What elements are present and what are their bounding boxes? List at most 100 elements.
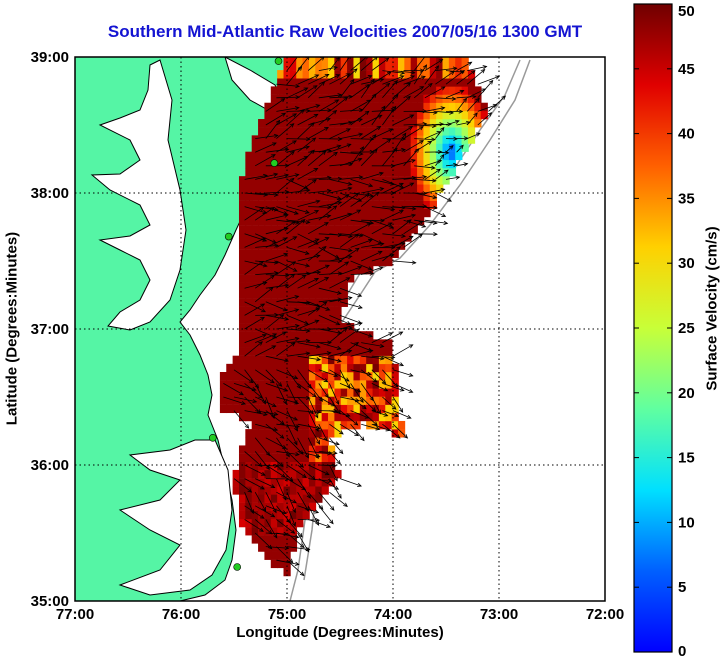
velocity-arrow xyxy=(435,70,455,85)
station-marker xyxy=(224,232,233,241)
velocity-cell xyxy=(258,119,266,128)
velocity-arrow xyxy=(318,505,334,524)
velocity-cell xyxy=(245,168,253,177)
velocity-cell xyxy=(226,372,234,381)
velocity-arrow xyxy=(360,78,375,99)
velocity-arrow xyxy=(360,93,377,112)
velocity-cell xyxy=(359,363,368,373)
velocity-cell xyxy=(264,184,272,193)
velocity-cell xyxy=(321,78,329,87)
velocity-cell xyxy=(258,543,266,552)
velocity-arrow-head xyxy=(390,245,396,250)
velocity-cell xyxy=(378,70,387,79)
velocity-cell xyxy=(423,110,431,120)
velocity-cell xyxy=(372,135,380,144)
velocity-cell xyxy=(353,57,361,63)
velocity-cell xyxy=(328,233,336,242)
velocity-arrow xyxy=(361,423,380,430)
velocity-arrow xyxy=(392,410,411,419)
velocity-cell xyxy=(410,78,418,87)
velocity-arrow xyxy=(265,423,285,439)
velocity-cell xyxy=(283,176,291,185)
velocity-cell xyxy=(251,494,259,503)
velocity-cell xyxy=(391,184,399,193)
velocity-arrow xyxy=(371,71,392,85)
velocity-arrow-head xyxy=(443,220,449,225)
velocity-cell xyxy=(334,208,342,218)
velocity-cell xyxy=(296,429,304,438)
velocity-cell xyxy=(289,494,298,503)
velocity-arrow-head xyxy=(332,109,338,115)
velocity-cell xyxy=(391,151,399,161)
velocity-arrow-head xyxy=(368,333,373,338)
velocity-cell xyxy=(238,290,247,299)
velocity-cell xyxy=(251,135,259,144)
velocity-cell xyxy=(353,86,361,95)
velocity-cell xyxy=(353,404,361,414)
velocity-arrow xyxy=(329,163,353,167)
velocity-arrow-head xyxy=(348,120,353,125)
velocity-arrow-head xyxy=(487,112,493,117)
velocity-arrow xyxy=(297,122,315,139)
velocity-cell xyxy=(397,192,406,201)
velocity-cell xyxy=(264,469,272,479)
velocity-arrow-head xyxy=(295,424,300,429)
velocity-cell xyxy=(334,184,342,193)
colorbar-tick-label: 45 xyxy=(678,61,695,78)
velocity-cell xyxy=(283,478,291,487)
velocity-cell xyxy=(410,119,418,128)
velocity-cell xyxy=(353,331,361,340)
velocity-cell xyxy=(366,347,374,356)
velocity-cell xyxy=(353,208,361,218)
velocity-cell xyxy=(410,57,418,63)
velocity-cell xyxy=(238,208,247,218)
velocity-cell xyxy=(238,396,247,405)
velocity-cell xyxy=(417,208,425,218)
velocity-cell xyxy=(347,110,355,120)
velocity-cell xyxy=(226,404,234,414)
velocity-arrow-head xyxy=(357,265,363,270)
velocity-arrow-head xyxy=(284,316,290,321)
velocity-arrow-head xyxy=(260,316,265,321)
velocity-cell xyxy=(372,70,380,79)
velocity-cell xyxy=(359,380,368,389)
velocity-arrow-head xyxy=(305,351,311,356)
velocity-arrow-head xyxy=(454,119,460,124)
velocity-cell xyxy=(270,119,278,128)
velocity-cell xyxy=(321,168,329,177)
velocity-cell xyxy=(474,102,482,112)
velocity-cell xyxy=(238,265,247,275)
velocity-cell xyxy=(315,274,323,283)
velocity-arrow xyxy=(286,532,305,548)
velocity-cell xyxy=(277,420,285,430)
velocity-arrow xyxy=(297,369,312,389)
velocity-cell xyxy=(334,412,342,422)
velocity-arrow xyxy=(329,451,341,465)
velocity-cell xyxy=(226,380,234,389)
velocity-arrow xyxy=(339,209,361,221)
velocity-cell xyxy=(385,200,393,210)
velocity-cell xyxy=(366,61,374,71)
velocity-arrow-head xyxy=(294,400,300,405)
velocity-cell xyxy=(366,176,374,185)
velocity-cell xyxy=(245,225,253,234)
velocity-arrow xyxy=(265,355,289,362)
velocity-arrow xyxy=(244,410,268,416)
velocity-cell xyxy=(397,151,406,161)
velocity-arrow-head xyxy=(403,434,409,439)
velocity-cell xyxy=(264,110,272,120)
velocity-arrow xyxy=(361,266,383,275)
velocity-arrow xyxy=(286,66,302,85)
velocity-arrow-head xyxy=(375,426,381,431)
velocity-cell xyxy=(264,249,272,258)
velocity-cell xyxy=(429,151,437,161)
velocity-cell xyxy=(277,200,285,210)
velocity-arrow-head xyxy=(408,344,414,349)
velocity-cell xyxy=(328,372,336,381)
velocity-arrow xyxy=(276,309,299,316)
velocity-arrow xyxy=(382,383,404,392)
velocity-cell xyxy=(442,70,450,79)
velocity-arrow xyxy=(286,146,310,153)
velocity-arrow-head xyxy=(314,277,320,282)
velocity-arrow-head xyxy=(343,96,349,102)
